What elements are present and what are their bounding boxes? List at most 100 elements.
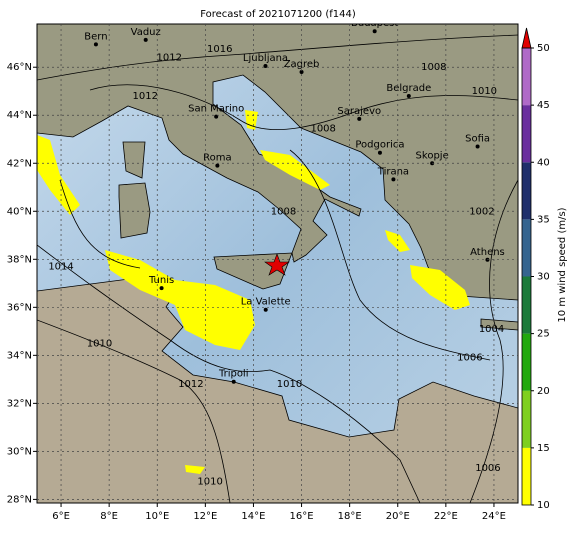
colorbar-tick-label: 25 (537, 329, 550, 340)
x-tick-label: 18°E (338, 511, 362, 522)
sardinia (118, 182, 151, 239)
event-star (264, 253, 290, 276)
axes: 6°E 8°E 10°E 12°E 14°E 16°E 18°E 20°E 22°E 24°E 28… (7, 24, 518, 522)
x-tick-label: 20°E (386, 511, 410, 522)
city-dot (231, 379, 236, 384)
wind-area (410, 265, 470, 310)
isobar-label: 1002 (469, 206, 494, 217)
corsica (122, 141, 146, 179)
colorbar-tick-label: 45 (537, 100, 550, 111)
city-dot (263, 307, 268, 312)
city-label: Tripoli (218, 369, 249, 380)
city-label: Bern (84, 31, 107, 42)
wind-area (185, 465, 205, 474)
y-tick-label: 46°N (7, 62, 32, 73)
x-tick-label: 22°E (434, 511, 458, 522)
city-label: Budapest (351, 18, 398, 29)
city-label: Ljubljana (243, 53, 288, 64)
colorbar-tick-label: 50 (537, 43, 550, 54)
city-dot (406, 94, 411, 99)
city-dot (475, 144, 480, 149)
colorbar-segment (522, 219, 531, 277)
colorbar-segment (522, 105, 531, 163)
colorbar-segment (522, 390, 531, 448)
isobar-label: 1012 (157, 53, 182, 64)
isobar-label: 1004 (479, 324, 504, 335)
crete (480, 318, 518, 331)
city-label: Skopje (416, 150, 449, 161)
city-dot (215, 163, 220, 168)
city-label: Belgrade (386, 83, 431, 94)
city-label: Athens (470, 247, 505, 258)
city-label: Vaduz (131, 27, 161, 38)
colorbar-tick-label: 30 (537, 272, 550, 283)
wind-area (260, 150, 330, 190)
city-label: San Marino (188, 104, 244, 115)
city-dot (485, 257, 490, 262)
y-tick-label: 44°N (7, 110, 32, 121)
city-dot (93, 42, 98, 47)
city-dot (391, 177, 396, 182)
isobar-label: 1012 (178, 379, 203, 390)
isobar-label: 1010 (197, 476, 222, 487)
isobar-label: 1008 (421, 62, 446, 73)
colorbar: 10 15 20 25 30 35 40 45 50 (521, 27, 550, 511)
city-dot (159, 286, 164, 291)
isobar-label: 1010 (472, 86, 497, 97)
y-tick-label: 36°N (7, 302, 32, 313)
city-label: Tirana (377, 166, 409, 177)
isobar (89, 84, 518, 131)
isobar (37, 319, 231, 503)
isobar-label: 1010 (87, 338, 112, 349)
y-tick-label: 30°N (7, 446, 32, 457)
isobar (289, 149, 491, 361)
x-tick-label: 16°E (290, 511, 314, 522)
isobar (37, 34, 518, 81)
wind-area (37, 135, 80, 215)
city-label: Tunis (148, 275, 174, 286)
isobar-label: 1008 (310, 123, 335, 134)
map-layer: 1016 1012 1012 1008 1008 1010 1008 1002 1014 1004… (37, 18, 518, 503)
colorbar-label: 10 m wind speed (m/s) (557, 207, 568, 322)
city-label: Sofia (465, 133, 490, 144)
city-dot (299, 70, 304, 75)
y-tick-label: 34°N (7, 350, 32, 361)
y-tick-label: 28°N (7, 494, 32, 505)
city-label: Roma (203, 153, 232, 164)
x-tick-label: 12°E (193, 511, 217, 522)
isobar-label: 1006 (475, 463, 500, 474)
colorbar-segment (522, 48, 531, 106)
y-tick-label: 40°N (7, 206, 32, 217)
x-tick-label: 24°E (482, 511, 506, 522)
colorbar-segment (522, 162, 531, 220)
city-dot (214, 114, 219, 119)
y-tick-label: 38°N (7, 254, 32, 265)
x-tick-label: 10°E (145, 511, 169, 522)
x-tick-label: 14°E (241, 511, 265, 522)
city-dot (372, 29, 377, 34)
isobar-label: 1016 (207, 44, 232, 55)
map-annotations: 1016 1012 1012 1008 1008 1010 1008 1002 1014 1004… (48, 18, 505, 487)
wind-area (105, 250, 255, 350)
colorbar-tick-label: 10 (537, 500, 550, 511)
city-dot (143, 37, 148, 42)
isobar (469, 179, 518, 503)
colorbar-segment (522, 333, 531, 391)
colorbar-tick-label: 20 (537, 386, 550, 397)
isobar (59, 179, 141, 269)
city-dot (357, 116, 362, 121)
colorbar-segment (522, 276, 531, 334)
city-label: Podgorica (355, 140, 404, 151)
city-label: La Valette (241, 297, 291, 308)
isobar-label: 1008 (271, 206, 296, 217)
isobars (37, 34, 518, 503)
colorbar-segment (522, 447, 531, 505)
x-tick-label: 8°E (100, 511, 118, 522)
isobar-label: 1014 (48, 262, 73, 273)
isobar (37, 244, 421, 503)
city-label: Sarajevo (337, 106, 381, 117)
wind-areas (37, 110, 470, 474)
colorbar-tick-label: 35 (537, 214, 550, 225)
colorbar-extend (521, 27, 532, 49)
map-frame (36, 23, 519, 504)
